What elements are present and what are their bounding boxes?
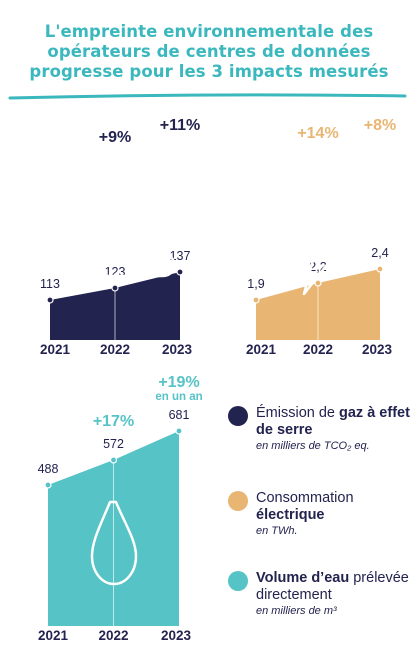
value-label: 1,9 [247, 277, 264, 291]
co2-cloud-icon: CO 2 [65, 228, 176, 278]
data-point [46, 296, 54, 304]
legend-dot [228, 571, 248, 591]
data-point [44, 481, 52, 489]
change-label: +14% [297, 125, 338, 142]
title-line-1: L'empreinte environnementale des [44, 22, 374, 41]
change-label: +11% [160, 117, 200, 134]
svg-text:CO: CO [107, 251, 133, 270]
year-label: 2023 [162, 342, 193, 357]
change-label: +17% [93, 413, 134, 430]
year-label: 2021 [40, 342, 71, 357]
chart-title: L'empreinte environnementale des opérate… [0, 22, 418, 82]
legend-dot [228, 406, 248, 426]
svg-text:2: 2 [136, 264, 142, 275]
value-label: 488 [38, 462, 59, 476]
value-label: 681 [169, 408, 190, 422]
value-label: 113 [40, 277, 60, 291]
data-point [111, 284, 119, 292]
data-point [175, 427, 183, 435]
legend-text-post: prélevée directement [256, 570, 409, 603]
data-point [252, 296, 260, 304]
year-label: 2021 [38, 628, 69, 643]
legend-dot [228, 491, 248, 511]
change-label: +19% [158, 374, 199, 391]
chart-water-volume: 488 572 681 +17% +19%en un an 2021 2022 2023 [38, 374, 203, 643]
title-line-2: opérateurs de centres de données [47, 42, 371, 61]
data-point [376, 265, 384, 273]
change-label: +9% [99, 129, 131, 146]
year-label: 2022 [98, 628, 128, 643]
change-note: en un an [155, 391, 202, 403]
title-line-3: progresse pour les 3 impacts mesurés [29, 62, 389, 81]
legend-text-pre: Émission de [256, 405, 340, 421]
legend-text: Consommation électrique en TWh. [256, 490, 416, 538]
year-label: 2022 [100, 342, 130, 357]
change-label: +8% [364, 117, 396, 134]
lightning-icon [293, 220, 342, 296]
data-point [314, 279, 322, 287]
legend-unit: en TWh. [256, 525, 298, 537]
water-drop-icon [90, 500, 138, 586]
data-point [176, 268, 184, 276]
legend-text: Volume d’eau prélevée directement en mill… [256, 570, 416, 618]
value-label: 137 [170, 249, 191, 263]
year-label: 2021 [246, 342, 277, 357]
legend-unit: en milliers de m³ [256, 605, 337, 617]
legend-text-bold: électrique [256, 507, 325, 523]
value-label: 572 [103, 437, 124, 451]
data-point [109, 456, 118, 464]
chart-electricity: 1,92,22,4+14% +8%2021 2022 2023 [246, 117, 396, 357]
legend-unit: en milliers de TCO₂ eq. [256, 440, 370, 452]
year-label: 2022 [303, 342, 333, 357]
legend-text: Émission de gaz à effet de serre en milli… [256, 405, 416, 453]
legend-text-bold: gaz à effet de serre [256, 405, 410, 438]
value-label: 2,4 [371, 246, 388, 260]
year-label: 2023 [362, 342, 393, 357]
legend-text-pre: Consommation [256, 490, 354, 506]
title-underline [8, 93, 407, 100]
year-label: 2023 [161, 628, 192, 643]
legend-text-bold: Volume d’eau [256, 570, 350, 586]
